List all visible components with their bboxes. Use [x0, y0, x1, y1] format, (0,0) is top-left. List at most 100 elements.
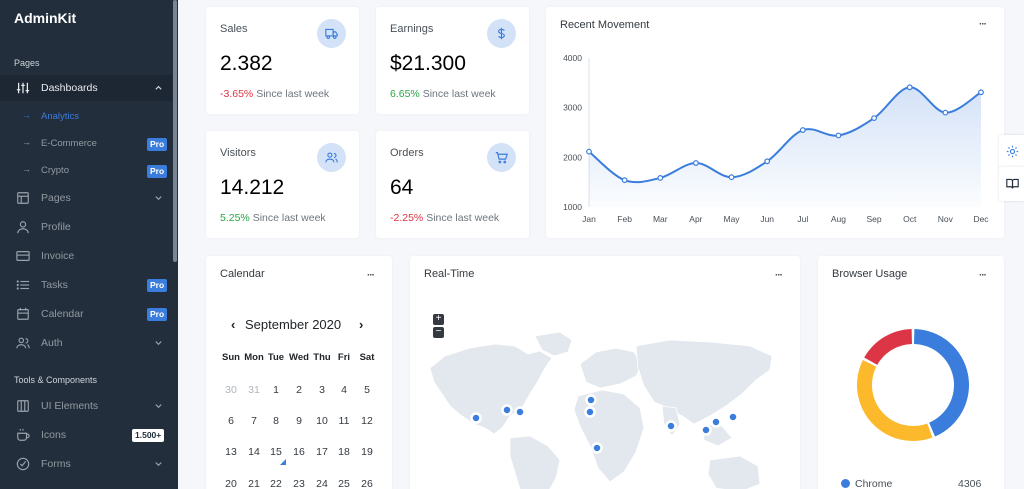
location-marker[interactable] [514, 406, 526, 418]
settings-button[interactable] [999, 135, 1024, 169]
brand-logo[interactable]: AdminKit [14, 10, 77, 26]
sidebar-item-label: Profile [41, 221, 71, 233]
donut-slice[interactable] [857, 360, 933, 441]
zoom-in-button[interactable]: + [433, 314, 444, 325]
stat-period: Since last week [426, 212, 500, 224]
sidebar-item-forms[interactable]: Forms [0, 451, 172, 477]
sidebar-item-ui-elements[interactable]: UI Elements [0, 393, 172, 419]
calendar-day[interactable]: 6 [228, 415, 234, 427]
calendar-day[interactable]: 16 [293, 446, 305, 458]
calendar-day[interactable]: 22 [270, 478, 282, 489]
data-point[interactable] [835, 132, 842, 139]
orders-card: Orders 64 -2.25% Since last week [376, 131, 529, 238]
calendar-day[interactable]: 12 [361, 415, 373, 427]
data-point[interactable] [728, 174, 735, 181]
calendar-day[interactable]: 2 [296, 384, 302, 396]
pro-badge: Pro [147, 138, 168, 151]
donut-slice[interactable] [914, 329, 969, 437]
legend-dot-chrome [841, 479, 850, 488]
prev-month-button[interactable]: ‹ [231, 317, 236, 332]
location-marker[interactable] [665, 420, 677, 432]
more-menu-button[interactable]: ··· [775, 270, 783, 281]
calendar-day[interactable]: 23 [293, 478, 305, 489]
map-north-america [429, 343, 553, 435]
location-marker[interactable] [584, 406, 596, 418]
calendar-day[interactable]: 9 [296, 415, 302, 427]
more-menu-button[interactable]: ··· [979, 270, 987, 281]
calendar-day[interactable]: 15 [270, 446, 282, 458]
recent-movement-card: Recent Movement ··· 4000 3000 2000 1000 Jan F… [546, 7, 1004, 238]
calendar-day[interactable]: 8 [273, 415, 279, 427]
calendar-day[interactable]: 25 [338, 478, 350, 489]
calendar-day[interactable]: 24 [316, 478, 328, 489]
location-marker[interactable] [591, 442, 603, 454]
location-marker[interactable] [470, 412, 482, 424]
calendar-day[interactable]: 20 [225, 478, 237, 489]
sidebar-item-calendar[interactable]: Calendar Pro [0, 301, 172, 327]
more-menu-button[interactable]: ··· [367, 270, 375, 281]
calendar-day[interactable]: 10 [316, 415, 328, 427]
location-marker[interactable] [501, 404, 513, 416]
calendar-day[interactable]: 18 [338, 446, 350, 458]
section-header-tools: Tools & Components [14, 375, 98, 385]
arrow-right-icon: → [22, 164, 31, 174]
sidebar-subitem-analytics[interactable]: → Analytics [0, 107, 172, 127]
map-asia [635, 339, 773, 425]
sidebar-item-invoice[interactable]: Invoice [0, 243, 172, 269]
sliders-icon [16, 82, 30, 94]
next-month-button[interactable]: › [359, 317, 364, 332]
world-map[interactable] [410, 256, 800, 489]
data-point[interactable] [871, 115, 877, 121]
data-point[interactable] [764, 158, 771, 165]
sidebar-item-label: Dashboards [41, 82, 98, 94]
data-point[interactable] [693, 160, 699, 166]
calendar-day[interactable]: 30 [225, 384, 237, 396]
coffee-icon [17, 428, 30, 441]
calendar-day[interactable]: 21 [248, 478, 260, 489]
sidebar-item-pages[interactable]: Pages [0, 185, 172, 211]
card-title: Orders [390, 147, 424, 159]
location-marker[interactable] [585, 394, 597, 406]
calendar-day[interactable]: 11 [338, 415, 350, 427]
sidebar-scrollbar[interactable] [173, 0, 177, 262]
sidebar-subitem-crypto[interactable]: → Crypto Pro [0, 161, 172, 181]
docs-button[interactable] [999, 167, 1024, 201]
data-point[interactable] [657, 175, 664, 181]
calendar-day[interactable]: 26 [361, 478, 373, 489]
sidebar-item-icons[interactable]: Icons 1.500+ [0, 422, 172, 448]
calendar-day[interactable]: 3 [319, 384, 325, 396]
location-marker[interactable] [727, 411, 739, 423]
calendar-day[interactable]: 13 [225, 446, 237, 458]
donut-slice[interactable] [864, 329, 912, 365]
sidebar-item-dashboards[interactable]: Dashboards [0, 75, 172, 101]
stat-icon-circle [317, 19, 346, 48]
data-point[interactable] [978, 89, 984, 96]
data-point[interactable] [586, 148, 592, 155]
zoom-out-button[interactable]: − [433, 327, 444, 338]
more-menu-button[interactable]: ··· [979, 19, 987, 30]
sidebar-item-tasks[interactable]: Tasks Pro [0, 272, 172, 298]
stat-value: 64 [390, 176, 414, 199]
data-point[interactable] [621, 177, 628, 184]
card-title: Browser Usage [832, 268, 908, 280]
sidebar-item-auth[interactable]: Auth [0, 330, 172, 356]
calendar-day[interactable]: 17 [316, 446, 328, 458]
calendar-day[interactable]: 31 [248, 384, 260, 396]
series-line [588, 86, 982, 184]
data-point[interactable] [942, 109, 949, 116]
calendar-day[interactable]: 7 [251, 415, 257, 427]
calendar-day[interactable]: 5 [364, 384, 370, 396]
sidebar-subitem-ecommerce[interactable]: → E-Commerce Pro [0, 134, 172, 154]
location-marker[interactable] [710, 416, 722, 428]
data-point[interactable] [906, 84, 913, 91]
calendar-day[interactable]: 4 [341, 384, 347, 396]
sidebar-item-profile[interactable]: Profile [0, 214, 172, 240]
visitors-card: Visitors 14.212 5.25% Since last week [206, 131, 359, 238]
calendar-day[interactable]: 19 [361, 446, 373, 458]
calendar-day[interactable]: 1 [273, 384, 279, 396]
chevron-down-icon [155, 404, 162, 409]
data-point[interactable] [799, 127, 806, 133]
calendar-day[interactable]: 14 [248, 446, 260, 458]
location-marker[interactable] [700, 424, 712, 436]
credit-card-icon [16, 251, 30, 261]
